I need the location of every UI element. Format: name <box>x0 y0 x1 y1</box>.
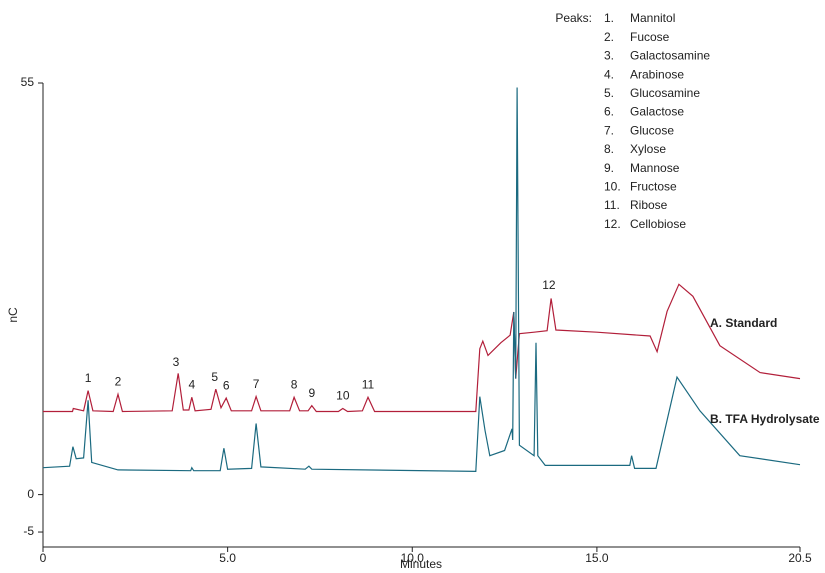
peak-label: 4 <box>188 378 195 392</box>
peak-number: 7. <box>604 123 614 137</box>
peak-label: 7 <box>253 377 260 391</box>
peak-name: Fructose <box>630 179 677 193</box>
y-tick-label: -5 <box>23 524 34 538</box>
peak-label: 12 <box>542 278 556 292</box>
peak-name: Arabinose <box>630 67 684 81</box>
peak-name: Glucosamine <box>630 86 700 100</box>
peak-label: 3 <box>173 355 180 369</box>
y-tick-label: 0 <box>27 487 34 501</box>
peak-label: 6 <box>223 378 230 392</box>
peak-number: 4. <box>604 67 614 81</box>
peak-number: 6. <box>604 105 614 119</box>
peak-number: 12. <box>604 217 621 231</box>
peak-label: 11 <box>362 378 375 392</box>
peak-number: 2. <box>604 30 614 44</box>
peak-number: 5. <box>604 86 614 100</box>
peak-name: Glucose <box>630 123 674 137</box>
x-axis-label: Minutes <box>400 557 442 571</box>
peak-number: 8. <box>604 142 614 156</box>
peak-label: 9 <box>308 386 315 400</box>
x-tick-label: 20.5 <box>788 551 812 565</box>
peak-label: 1 <box>85 371 92 385</box>
x-tick-label: 10.0 <box>401 551 425 565</box>
series-label: A. Standard <box>710 316 777 330</box>
peak-number: 11. <box>604 198 620 212</box>
peak-label: 5 <box>211 370 218 384</box>
peak-name: Mannose <box>630 161 680 175</box>
peak-number: 10. <box>604 179 621 193</box>
peak-number: 1. <box>604 11 614 25</box>
x-tick-label: 5.0 <box>219 551 236 565</box>
trace <box>43 283 801 413</box>
peak-name: Galactose <box>630 105 684 119</box>
x-tick-label: 15.0 <box>585 551 609 565</box>
peak-name: Mannitol <box>630 11 675 25</box>
x-tick-label: 0 <box>40 551 47 565</box>
peak-name: Fucose <box>630 30 670 44</box>
peak-number: 9. <box>604 161 614 175</box>
peaks-title: Peaks: <box>555 11 592 25</box>
peak-name: Galactosamine <box>630 49 710 63</box>
peak-label: 8 <box>291 378 298 392</box>
peak-label: 10 <box>336 389 350 403</box>
peak-name: Ribose <box>630 198 668 212</box>
trace <box>42 87 801 473</box>
peak-name: Xylose <box>630 142 666 156</box>
y-tick-label: 55 <box>21 75 35 89</box>
peak-number: 3. <box>604 49 614 63</box>
series-label: B. TFA Hydrolysate <box>710 412 820 426</box>
peak-name: Cellobiose <box>630 217 686 231</box>
y-axis-label: nC <box>6 307 20 323</box>
peak-label: 2 <box>115 375 122 389</box>
